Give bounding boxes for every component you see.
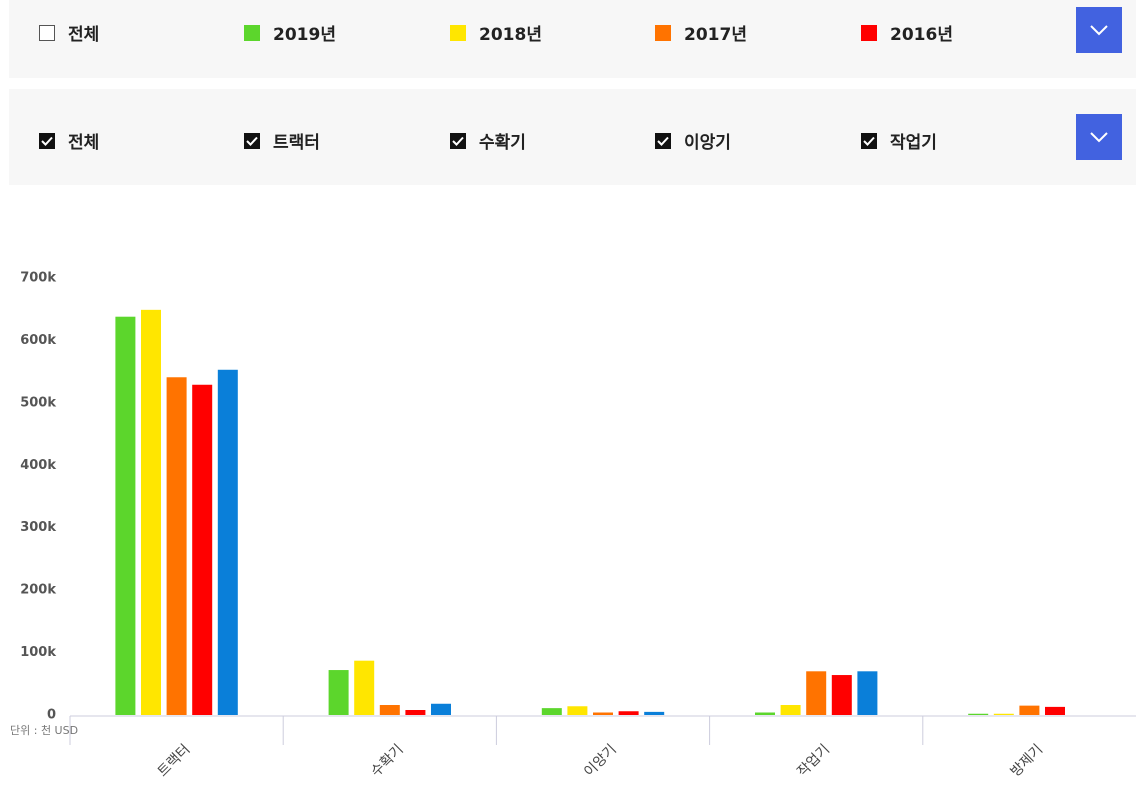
x-tick-label: 작업기 (794, 742, 833, 781)
bar (806, 671, 827, 715)
x-tick-label: 수확기 (368, 742, 407, 781)
bar (541, 708, 562, 715)
x-tick-label: 이앙기 (581, 742, 620, 781)
checkbox[interactable] (861, 132, 877, 149)
checkbox[interactable] (244, 132, 260, 149)
expand-button[interactable] (1076, 114, 1122, 160)
filter-option[interactable]: 2019년 (244, 20, 336, 45)
bar (192, 384, 213, 715)
bar (405, 710, 426, 715)
expand-button[interactable] (1076, 7, 1122, 53)
x-tick-label: 방제기 (1008, 742, 1047, 781)
checkbox[interactable] (39, 24, 55, 41)
filter-option[interactable]: 2018년 (450, 20, 542, 45)
bar (593, 712, 613, 715)
y-tick-label: 500k (20, 395, 56, 410)
filter-option[interactable]: 2016년 (861, 20, 953, 45)
bar (141, 309, 161, 715)
bar (857, 671, 878, 715)
filter-label: 2019년 (273, 25, 336, 45)
y-tick-label: 200k (20, 583, 56, 598)
bar (354, 660, 375, 715)
filter-option[interactable]: 수확기 (450, 128, 526, 153)
bar (618, 711, 639, 715)
bar (780, 705, 801, 715)
bar (644, 711, 665, 715)
bar (217, 369, 238, 715)
checkbox[interactable] (861, 24, 877, 41)
filter-option[interactable]: 트랙터 (244, 128, 320, 153)
checkbox[interactable] (450, 132, 466, 149)
filter-option[interactable]: 2017년 (655, 20, 747, 45)
filter-label: 전체 (68, 25, 100, 45)
filter-option[interactable]: 작업기 (861, 128, 937, 153)
filter-label: 수확기 (479, 133, 526, 153)
y-tick-label: 100k (20, 645, 56, 660)
checkbox[interactable] (244, 24, 260, 41)
checkbox[interactable] (655, 132, 671, 149)
bar (1045, 706, 1065, 715)
checkbox[interactable] (39, 132, 55, 149)
bar (115, 316, 136, 715)
bar (567, 706, 588, 715)
y-tick-label: 700k (20, 271, 56, 286)
y-tick-label: 300k (20, 520, 56, 535)
y-tick-label: 400k (20, 458, 56, 473)
bar (166, 377, 187, 715)
bar (755, 712, 775, 715)
bar (1019, 705, 1040, 715)
year-filter-panel: 전체 2019년 2018년 2017년 2016년 (9, 0, 1136, 78)
filter-label: 2016년 (890, 25, 953, 45)
filter-label: 작업기 (890, 133, 937, 153)
x-tick-label: 트랙터 (155, 742, 194, 781)
filter-label: 이앙기 (684, 133, 731, 153)
bar (379, 705, 400, 715)
filter-label: 전체 (68, 133, 100, 153)
bar (968, 713, 989, 715)
bar (831, 675, 852, 715)
filter-option[interactable]: 전체 (39, 128, 99, 153)
y-tick-label: 600k (20, 333, 56, 348)
filter-option[interactable]: 전체 (39, 20, 99, 45)
filter-label: 2017년 (684, 25, 747, 45)
bar (993, 713, 1014, 715)
machine-filter-panel: 전체 트랙터 수확기 이앙기 작업기 (9, 89, 1136, 185)
bar (431, 703, 451, 715)
filter-label: 2018년 (479, 25, 542, 45)
filter-option[interactable]: 이앙기 (655, 128, 731, 153)
checkbox[interactable] (655, 24, 671, 41)
unit-note: 단위 : 천 USD (10, 723, 78, 737)
filter-label: 트랙터 (273, 133, 320, 153)
checkbox[interactable] (450, 24, 466, 41)
y-tick-label: 0 (47, 708, 56, 723)
bar (328, 670, 349, 715)
